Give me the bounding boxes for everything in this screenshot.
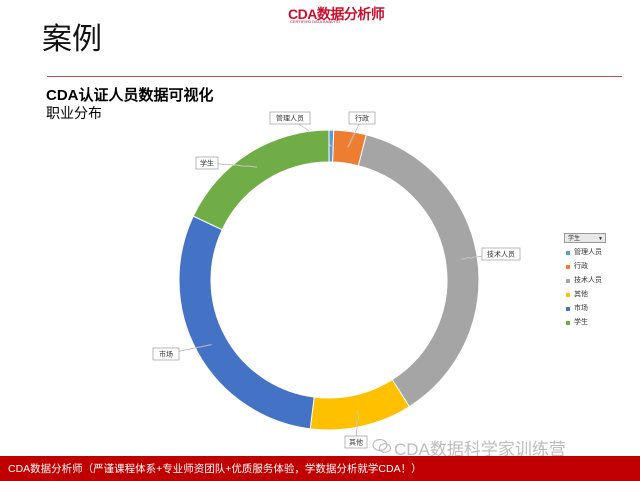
donut-slice-4 — [178, 215, 315, 430]
legend-label-4: 市场 — [574, 305, 588, 312]
legend-item-1: 行政 — [566, 260, 602, 274]
legend-item-5: 学生 — [566, 316, 602, 330]
donut-slice-2 — [357, 134, 480, 408]
data-label-box-5 — [195, 156, 219, 170]
data-label-1: 行政 — [355, 114, 369, 123]
footer-text: CDA数据分析师（严谨课程体系+专业师资团队+优质服务体验，学数据分析就学CDA… — [8, 463, 422, 475]
legend-swatch-0 — [566, 251, 570, 255]
footer-bar: CDA数据分析师（严谨课程体系+专业师资团队+优质服务体验，学数据分析就学CDA… — [0, 456, 640, 481]
watermark-text: CDA数据科学家训练营 — [394, 440, 566, 459]
data-label-5: 学生 — [200, 159, 214, 168]
title-divider — [47, 76, 622, 77]
data-label-4: 市场 — [159, 350, 173, 359]
chart-title: CDA认证人员数据可视化 — [46, 87, 214, 104]
donut-slice-5 — [192, 129, 330, 231]
legend-swatch-5 — [566, 321, 570, 325]
legend-label-5: 学生 — [574, 319, 588, 326]
data-label-box-4 — [152, 347, 180, 361]
legend-item-0: 管理人员 — [566, 246, 602, 260]
data-label-3: 其他 — [349, 438, 363, 447]
filter-label: 学生 — [568, 236, 581, 242]
donut-slice-3 — [309, 378, 411, 431]
data-label-2: 技术人员 — [487, 250, 515, 259]
legend-item-3: 其他 — [566, 288, 602, 302]
data-label-box-1 — [348, 111, 376, 125]
data-label-0: 管理人员 — [276, 114, 304, 123]
legend-item-2: 技术人员 — [566, 274, 602, 288]
chart-subtitle: 职业分布 — [46, 105, 102, 121]
cda-logo: CDA数据分析师 CERTIFIED DATA ANALYST — [288, 4, 385, 26]
legend-swatch-1 — [566, 265, 570, 269]
legend-filter-dropdown[interactable]: 学生 ▼ — [564, 233, 606, 243]
data-label-box-2 — [481, 247, 521, 261]
data-label-box-0 — [269, 111, 311, 125]
chart-legend: 管理人员行政技术人员其他市场学生 — [566, 246, 602, 330]
wechat-icon — [372, 438, 392, 454]
legend-item-4: 市场 — [566, 302, 602, 316]
legend-label-2: 技术人员 — [574, 277, 602, 284]
legend-label-0: 管理人员 — [574, 249, 602, 256]
legend-swatch-4 — [566, 307, 570, 311]
legend-label-3: 其他 — [574, 291, 588, 298]
legend-label-1: 行政 — [574, 263, 588, 270]
slide-title: 案例 — [42, 23, 102, 56]
data-label-box-3 — [344, 435, 368, 449]
logo-text: CDA数据分析师 — [288, 6, 385, 22]
legend-swatch-3 — [566, 293, 570, 297]
dropdown-arrow-icon: ▼ — [598, 236, 603, 242]
legend-swatch-2 — [566, 279, 570, 283]
logo-subtext: CERTIFIED DATA ANALYST — [290, 19, 341, 24]
